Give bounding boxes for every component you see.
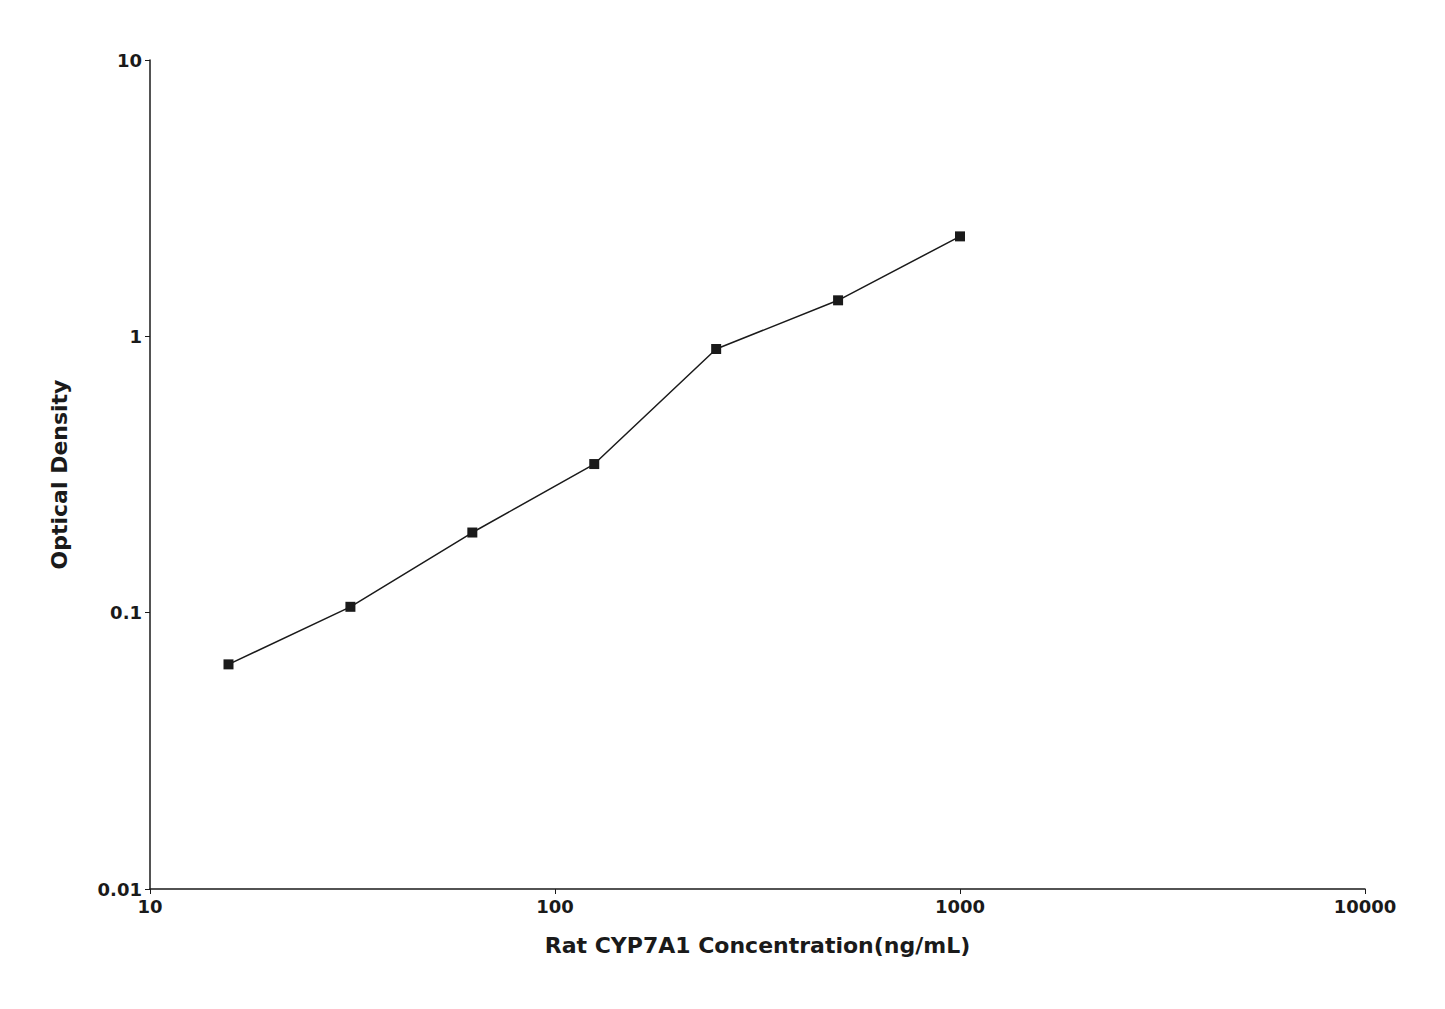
- svg-text:100: 100: [536, 896, 574, 917]
- svg-text:1000: 1000: [935, 896, 985, 917]
- svg-text:Optical Density: Optical Density: [47, 380, 72, 570]
- svg-text:10000: 10000: [1334, 896, 1397, 917]
- svg-text:1: 1: [129, 326, 142, 347]
- svg-text:10: 10: [137, 896, 162, 917]
- svg-text:0.01: 0.01: [98, 879, 142, 900]
- svg-text:Rat CYP7A1 Concentration(ng/mL: Rat CYP7A1 Concentration(ng/mL): [545, 933, 971, 958]
- svg-text:10: 10: [117, 50, 142, 71]
- svg-text:0.1: 0.1: [110, 602, 142, 623]
